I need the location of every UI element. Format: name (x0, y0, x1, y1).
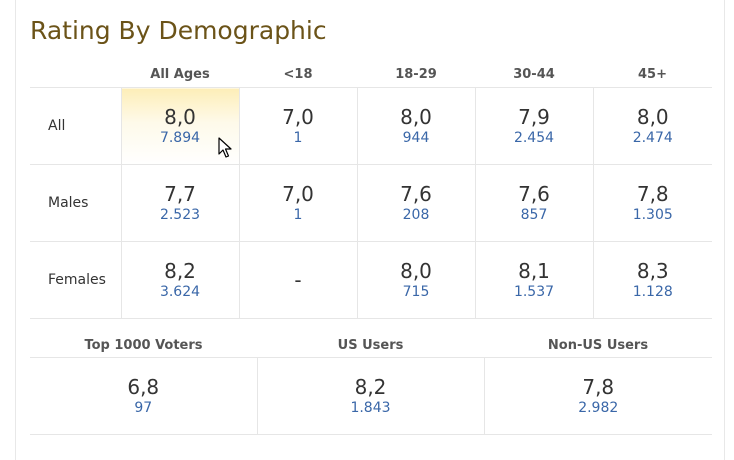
col-header-18-29: 18-29 (357, 62, 475, 88)
rating-cell: 8,1 1.537 (474, 241, 593, 319)
rating-value: 8,2 (164, 259, 196, 283)
col-header-45-plus: 45+ (593, 62, 712, 88)
group-header-row: Top 1000 Voters US Users Non-US Users (30, 333, 712, 358)
rating-value: 6,8 (127, 375, 160, 399)
rating-value: 7,7 (164, 182, 196, 206)
vote-count-link[interactable]: 1.537 (513, 284, 555, 300)
vote-count-link[interactable]: 7.894 (159, 130, 201, 146)
voter-group-table: Top 1000 Voters US Users Non-US Users 6,… (30, 333, 712, 435)
rating-cell: 8,0 715 (356, 241, 475, 319)
rating-value: 8,0 (164, 105, 196, 129)
vote-count-link[interactable]: 1 (293, 130, 303, 146)
rating-value: 8,0 (400, 259, 432, 283)
rating-cell: 8,0 7.894 (120, 87, 239, 165)
rating-value: 7,8 (636, 182, 669, 206)
table-row: Females 8,2 3.624 - 8,0 715 8,1 1.537 8,… (30, 241, 712, 319)
rating-value: 7,0 (282, 105, 314, 129)
vote-count-link[interactable]: 1 (293, 207, 303, 223)
rating-value: 8,0 (400, 105, 432, 129)
rating-value: 7,0 (282, 182, 314, 206)
vote-count-link[interactable]: 97 (134, 400, 153, 416)
vote-count-link[interactable]: 857 (520, 207, 548, 223)
mouse-pointer-icon (218, 137, 232, 158)
rating-value: 7,8 (582, 375, 615, 399)
rating-cell: 8,3 1.128 (592, 241, 712, 319)
ratings-panel (15, 0, 725, 460)
vote-count-link[interactable]: 3.624 (159, 284, 201, 300)
rating-cell: 7,0 1 (238, 164, 357, 242)
row-label-all: All (30, 87, 121, 165)
col-header-under-18: <18 (239, 62, 357, 88)
vote-count-link[interactable]: 2.474 (632, 130, 673, 146)
no-rating-dash: - (294, 268, 302, 292)
rating-cell: 7,0 1 (238, 87, 357, 165)
table-row: 6,8 97 8,2 1.843 7,8 2.982 (30, 357, 712, 435)
corner-header (30, 62, 121, 88)
rating-cell: 8,0 944 (356, 87, 475, 165)
vote-count-link[interactable]: 2.454 (513, 130, 555, 146)
vote-count-link[interactable]: 715 (402, 284, 430, 300)
col-header-top-1000-voters: Top 1000 Voters (30, 333, 257, 358)
vote-count-link[interactable]: 2.982 (578, 400, 619, 416)
rating-cell: 6,8 97 (30, 357, 257, 435)
col-header-us-users: US Users (257, 333, 484, 358)
rating-cell: 7,8 1.305 (592, 164, 712, 242)
vote-count-link[interactable]: 208 (402, 207, 430, 223)
rating-value: 7,9 (518, 105, 550, 129)
rating-value: 8,0 (636, 105, 669, 129)
rating-cell: 8,0 2.474 (592, 87, 712, 165)
vote-count-link[interactable]: 944 (402, 130, 430, 146)
rating-cell: 7,8 2.982 (483, 357, 712, 435)
vote-count-link[interactable]: 1.128 (632, 284, 673, 300)
rating-value: 8,3 (636, 259, 669, 283)
rating-cell-empty: - (238, 241, 357, 319)
rating-cell: 8,2 1.843 (256, 357, 484, 435)
rating-cell: 8,2 3.624 (120, 241, 239, 319)
row-label-females: Females (30, 241, 121, 319)
age-header-row: All Ages <18 18-29 30-44 45+ (30, 62, 712, 88)
col-header-30-44: 30-44 (475, 62, 593, 88)
rating-value: 8,1 (518, 259, 550, 283)
row-label-males: Males (30, 164, 121, 242)
demographic-table: All Ages <18 18-29 30-44 45+ All 8,0 7.8… (30, 62, 712, 319)
vote-count-link[interactable]: 1.843 (350, 400, 391, 416)
rating-cell: 7,6 208 (356, 164, 475, 242)
rating-value: 7,6 (518, 182, 550, 206)
rating-cell: 7,9 2.454 (474, 87, 593, 165)
vote-count-link[interactable]: 2.523 (159, 207, 201, 223)
page-title: Rating By Demographic (30, 16, 327, 45)
rating-value: 7,6 (400, 182, 432, 206)
rating-cell: 7,7 2.523 (120, 164, 239, 242)
table-row: All 8,0 7.894 7,0 1 8,0 944 7,9 2.454 8,… (30, 87, 712, 165)
table-row: Males 7,7 2.523 7,0 1 7,6 208 7,6 857 7,… (30, 164, 712, 242)
col-header-all-ages: All Ages (121, 62, 239, 88)
col-header-non-us-users: Non-US Users (484, 333, 712, 358)
rating-cell: 7,6 857 (474, 164, 593, 242)
rating-value: 8,2 (354, 375, 387, 399)
vote-count-link[interactable]: 1.305 (632, 207, 673, 223)
